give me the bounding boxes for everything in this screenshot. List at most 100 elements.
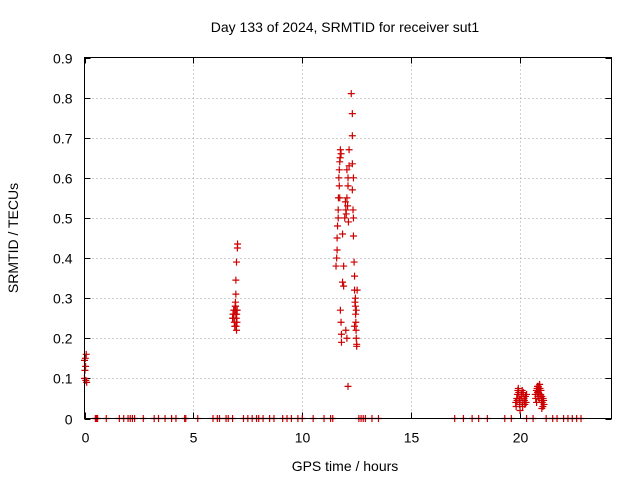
data-point	[337, 330, 345, 338]
data-point	[232, 322, 240, 330]
data-point	[538, 404, 546, 412]
data-point	[340, 262, 348, 270]
y-tick-label: 0.1	[53, 371, 73, 387]
data-point	[353, 286, 361, 294]
data-point	[341, 198, 349, 206]
data-point	[335, 166, 343, 174]
data-point	[344, 182, 352, 190]
data-point	[348, 132, 356, 140]
data-point	[339, 278, 347, 286]
x-tick-label: 20	[513, 430, 529, 446]
data-point	[334, 222, 342, 230]
data-point	[518, 386, 526, 394]
data-point	[336, 194, 344, 202]
data-point	[334, 206, 342, 214]
data-point	[340, 282, 348, 290]
data-point	[351, 322, 359, 330]
data-point	[336, 154, 344, 162]
data-point	[233, 258, 241, 266]
data-point	[335, 174, 343, 182]
x-tick-label: 15	[404, 430, 420, 446]
data-point	[344, 382, 352, 390]
data-point	[352, 318, 360, 326]
data-point	[232, 302, 240, 310]
data-point	[232, 276, 240, 284]
data-point	[349, 232, 357, 240]
data-point	[233, 318, 241, 326]
data-point	[332, 262, 340, 270]
data-point	[333, 246, 341, 254]
data-point	[352, 326, 360, 334]
data-point	[513, 396, 521, 404]
data-point	[540, 400, 548, 408]
data-point	[336, 306, 344, 314]
data-point	[82, 350, 90, 358]
data-point	[533, 398, 541, 406]
y-tick-label: 0.9	[53, 51, 73, 67]
data-point	[339, 230, 347, 238]
data-point	[344, 202, 352, 210]
data-point	[350, 258, 358, 266]
y-tick-label: 0.5	[53, 211, 73, 227]
data-point	[343, 166, 351, 174]
data-point	[539, 394, 547, 402]
data-point	[334, 214, 342, 222]
data-point	[333, 254, 341, 262]
data-point	[348, 110, 356, 118]
data-point	[233, 306, 241, 314]
y-tick-label: 0.4	[53, 251, 73, 267]
data-point	[532, 394, 540, 402]
data-point	[343, 194, 351, 202]
chart-title: Day 133 of 2024, SRMTID for receiver sut…	[211, 19, 480, 35]
data-point	[516, 406, 524, 414]
x-tick-label: 10	[295, 430, 311, 446]
data-point	[351, 294, 359, 302]
data-point	[333, 234, 341, 242]
data-point	[512, 402, 520, 410]
data-points	[81, 90, 585, 422]
data-point	[349, 174, 357, 182]
x-tick-label: 5	[190, 430, 198, 446]
x-tick-label: 0	[82, 430, 90, 446]
data-point	[523, 390, 531, 398]
data-point	[343, 334, 351, 342]
grid	[84, 57, 612, 419]
data-point	[342, 326, 350, 334]
data-point	[337, 338, 345, 346]
data-point	[533, 388, 541, 396]
data-point	[82, 362, 90, 370]
data-point	[335, 182, 343, 190]
data-point	[348, 186, 356, 194]
data-point	[345, 146, 353, 154]
data-point	[234, 240, 242, 248]
y-tick-label: 0.3	[53, 291, 73, 307]
y-tick-label: 0.6	[53, 171, 73, 187]
data-point	[352, 306, 360, 314]
data-point	[337, 318, 345, 326]
data-point	[353, 342, 361, 350]
axis-ticks: 0 0.1 0.2 0.3 0.4 0.5 0.6 0.7 0.8 0.9 0 5 10 15 20	[53, 51, 612, 446]
data-point	[232, 290, 240, 298]
data-point	[352, 310, 360, 318]
data-point	[344, 218, 352, 226]
y-tick-label: 0.2	[53, 331, 73, 347]
data-point	[349, 206, 357, 214]
data-point	[351, 302, 359, 310]
plot-frame	[84, 57, 612, 419]
data-point	[337, 150, 345, 158]
data-point	[521, 400, 529, 408]
y-axis-label: SRMTID / TECUs	[5, 183, 21, 293]
data-point	[336, 146, 344, 154]
x-axis-label: GPS time / hours	[292, 458, 399, 474]
data-point	[349, 214, 357, 222]
data-point	[342, 210, 350, 218]
data-point	[341, 214, 349, 222]
y-tick-label: 0.8	[53, 91, 73, 107]
data-point	[81, 354, 89, 362]
data-point	[351, 272, 359, 280]
data-point	[347, 90, 355, 98]
y-tick-label: 0	[65, 412, 73, 428]
y-tick-label: 0.7	[53, 131, 73, 147]
data-point	[536, 380, 544, 388]
